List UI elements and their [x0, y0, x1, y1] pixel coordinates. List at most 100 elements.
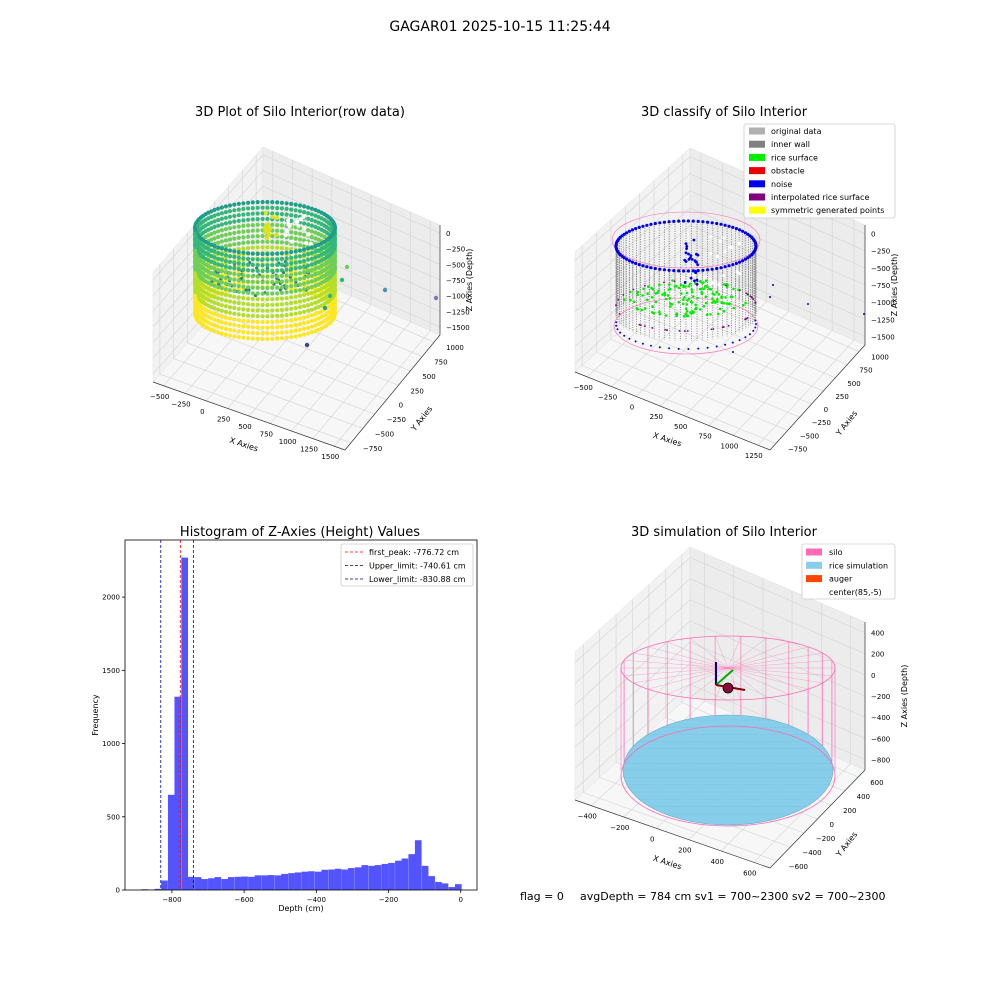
raw-point [219, 269, 224, 274]
noise-point [684, 260, 688, 263]
raw-point [250, 240, 255, 245]
raw-point [246, 240, 251, 245]
raw-point [219, 263, 224, 268]
raw-point [227, 276, 233, 281]
silo-roof-line [633, 667, 729, 684]
raw-point [192, 271, 198, 276]
raw-point [270, 308, 275, 313]
raw-point [255, 274, 260, 279]
raw-point [255, 257, 260, 262]
raw-point [216, 330, 221, 335]
rice-surface-point [702, 304, 706, 308]
raw-point [216, 240, 221, 245]
raw-point [270, 239, 275, 244]
interpolated-point [622, 294, 625, 296]
raw-point [309, 284, 314, 290]
raw-point [212, 295, 217, 300]
raw-point [250, 279, 255, 284]
grid-line [635, 291, 745, 397]
grid-line [625, 326, 812, 405]
noise-point [687, 257, 691, 261]
raw-point [279, 229, 284, 234]
raw-point [223, 326, 228, 331]
noise-point [723, 265, 727, 269]
noise-point [692, 238, 696, 242]
panel-histogram: Histogram of Z-Axies (Height) Values −80… [91, 525, 478, 913]
noise-point [634, 227, 638, 231]
noise-outlier-point [863, 313, 865, 315]
rice-surface-point [651, 305, 654, 308]
grid-line [334, 330, 431, 447]
interpolated-point [644, 284, 646, 287]
raw-point [293, 260, 298, 265]
raw-point [284, 246, 289, 251]
y-tick-label: −500 [800, 432, 819, 440]
raw-point [227, 248, 233, 253]
raw-point [216, 296, 221, 301]
obstacle-point [722, 274, 726, 278]
raw-point [212, 224, 217, 229]
raw-point [289, 301, 294, 306]
interpolated-point [615, 304, 617, 307]
raw-point [241, 313, 246, 318]
y-tick-label: 0 [824, 406, 828, 414]
raw-point [236, 241, 241, 246]
raw-point [279, 319, 284, 324]
raw-point [236, 247, 241, 252]
raw-point [302, 247, 307, 252]
raw-point [212, 213, 217, 218]
raw-point [236, 230, 241, 235]
raw-point [275, 302, 280, 307]
y-axis-title: Y Axies [834, 830, 860, 859]
raw-point [265, 319, 270, 325]
raw-point [255, 268, 260, 273]
raw-point [232, 266, 237, 271]
noise-outlier-point [807, 303, 809, 305]
raw-point [232, 334, 237, 339]
raw-point [302, 292, 307, 297]
raw-point [313, 289, 318, 294]
noise-point [731, 263, 735, 267]
x-axis-title: X Axies [652, 431, 683, 449]
raw-point [219, 216, 224, 221]
raw-point [246, 246, 251, 251]
raw-point [216, 223, 221, 228]
raw-point [289, 289, 294, 294]
raw-point [279, 296, 284, 301]
raw-point [309, 250, 314, 256]
raw-point [274, 232, 279, 238]
raw-point [260, 233, 265, 239]
raw-point [293, 230, 298, 236]
noise-point [738, 228, 742, 232]
raw-point [302, 321, 307, 326]
grid-line [684, 311, 789, 417]
obstacle-point [722, 236, 726, 240]
raw-point [316, 287, 321, 293]
histogram-bar [194, 877, 202, 890]
raw-point [232, 236, 237, 241]
raw-point [284, 262, 289, 267]
x-axis-line [574, 799, 771, 869]
raw-point [255, 285, 260, 290]
raw-point [236, 312, 241, 317]
noise-point [653, 221, 657, 226]
raw-point [236, 289, 241, 294]
noise-point [697, 347, 700, 350]
raw-point [227, 214, 233, 219]
histogram-bar [308, 871, 315, 890]
noise-point [755, 323, 757, 325]
raw-point [309, 273, 314, 278]
raw-point [216, 301, 221, 307]
noise-point [685, 244, 689, 248]
raw-point [192, 254, 198, 259]
histogram-bar [401, 858, 409, 890]
raw-point [236, 329, 241, 334]
z-tick-label: −800 [871, 756, 890, 764]
silo-roof-line [633, 652, 729, 669]
raw-point [212, 207, 217, 212]
raw-point [212, 266, 217, 271]
raw-point [297, 327, 303, 332]
raw-point [306, 228, 311, 233]
rice-surface-point [716, 298, 719, 301]
legend-label: rice surface [771, 153, 818, 162]
